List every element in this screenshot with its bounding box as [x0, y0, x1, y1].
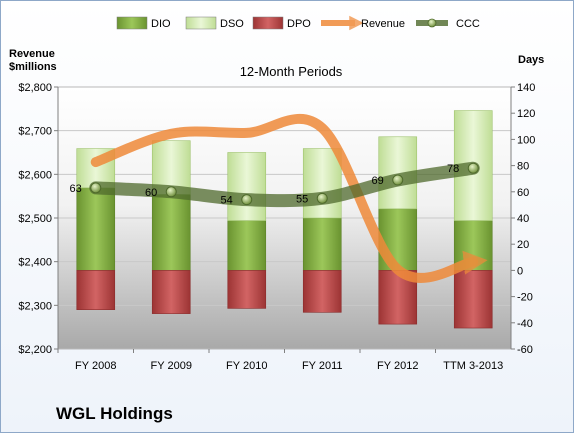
y-axis-title: Revenue $millions [9, 48, 58, 73]
ccc-marker [165, 186, 177, 198]
y2-tick-label: 120 [517, 108, 535, 120]
y2-axis-title: Days [518, 54, 544, 66]
chart-title: 12-Month Periods [240, 64, 343, 79]
series-lines [89, 113, 488, 283]
ccc-marker [90, 182, 102, 194]
y2-tick-label: 100 [517, 134, 535, 146]
bar-dso [302, 148, 342, 219]
bar-dio [227, 220, 267, 271]
x-tick-label: FY 2010 [226, 360, 267, 372]
ccc-line [89, 161, 480, 208]
bar-dpo [76, 270, 116, 310]
y2-tick-label: 40 [517, 213, 529, 225]
y2-tick-label: 0 [517, 265, 523, 277]
y-axis-title-line1: Revenue [9, 48, 55, 60]
ccc-data-label: 78 [447, 163, 459, 175]
ccc-data-label: 55 [296, 193, 308, 205]
y-tick-label: $2,300 [18, 300, 52, 312]
ccc-data-label: 54 [221, 195, 233, 207]
y-tick-label: $2,500 [18, 213, 52, 225]
ccc-data-label: 60 [145, 187, 157, 199]
y2-tick-label: 20 [517, 239, 529, 251]
ccc-data-label: 63 [70, 183, 82, 195]
bar-dpo [302, 270, 342, 313]
bar-dio [151, 194, 191, 271]
legend-label-dso: DSO [220, 18, 244, 30]
data-labels: 63 60 54 55 69 78 [70, 163, 460, 206]
y-axis-right: -60 -40 -20 0 20 40 60 80 100 120 140 [510, 82, 535, 356]
ccc-data-label: 69 [372, 175, 384, 187]
legend: DIO DSO DPO Revenue CCC [116, 15, 480, 31]
y2-tick-label: -60 [517, 344, 533, 356]
y-tick-label: $2,600 [18, 169, 52, 181]
bar-dso [227, 152, 267, 221]
y2-tick-label: -20 [517, 292, 533, 304]
bar-dio [76, 187, 116, 271]
legend-label-revenue: Revenue [361, 18, 405, 30]
legend-label-dpo: DPO [287, 18, 311, 30]
x-tick-label: FY 2008 [75, 360, 116, 372]
y-axis-title-line2: $millions [9, 61, 57, 73]
legend-swatch-dso [185, 16, 217, 30]
x-tick-label: FY 2011 [302, 360, 343, 372]
bar-dpo [453, 270, 493, 329]
y2-tick-label: 60 [517, 187, 529, 199]
bar-dio [302, 217, 342, 271]
x-tick-label: FY 2012 [377, 360, 418, 372]
legend-label-ccc: CCC [456, 18, 480, 30]
bar-dpo [227, 270, 267, 309]
y2-tick-label: 140 [517, 82, 535, 94]
legend-swatch-dio [116, 16, 148, 30]
ccc-marker [316, 192, 328, 204]
y2-tick-label: -40 [517, 318, 533, 330]
x-tick-label: FY 2009 [151, 360, 192, 372]
bars [76, 110, 493, 329]
y-tick-label: $2,400 [18, 257, 52, 269]
bar-dpo [151, 270, 191, 314]
company-name: WGL Holdings [56, 404, 173, 423]
x-axis: FY 2008 FY 2009 FY 2010 FY 2011 FY 2012 TTM 3… [57, 349, 503, 372]
y-tick-label: $2,200 [18, 344, 52, 356]
legend-swatch-dpo [252, 16, 284, 30]
ccc-marker [392, 174, 404, 186]
ccc-marker [241, 194, 253, 206]
gridlines [58, 130, 511, 306]
y-axis-left: $2,200 $2,300 $2,400 $2,500 $2,600 $2,700 $2,8… [18, 82, 59, 356]
y2-tick-label: 80 [517, 161, 529, 173]
ccc-marker [467, 162, 479, 174]
revenue-line [90, 113, 488, 283]
legend-label-dio: DIO [151, 18, 171, 30]
y-tick-label: $2,700 [18, 126, 52, 138]
bar-dio [378, 208, 418, 271]
x-tick-label: TTM 3-2013 [443, 360, 503, 372]
y-tick-label: $2,800 [18, 82, 52, 94]
legend-marker-ccc [427, 18, 437, 28]
